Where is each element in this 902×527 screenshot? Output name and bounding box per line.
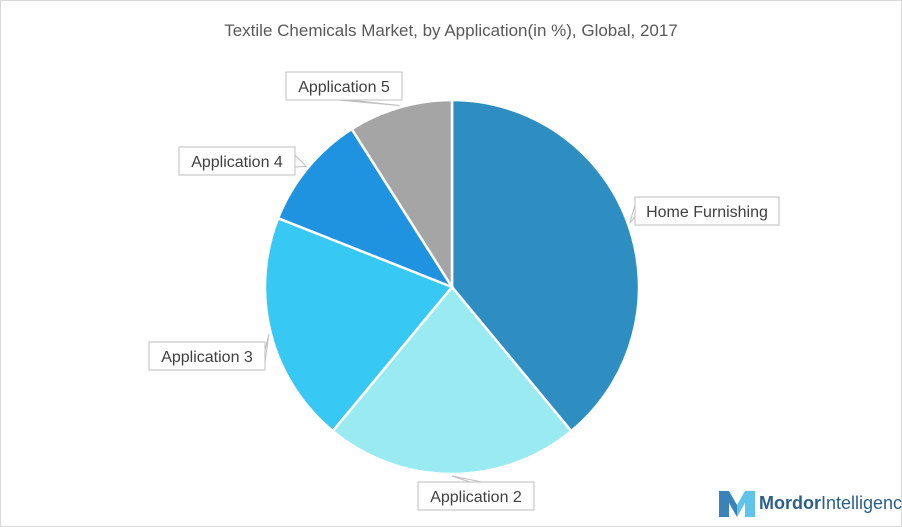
pie-callouts: Home Furnishing Application 2 Application … [148,71,780,511]
callout-leader [451,475,483,483]
chart-title: Textile Chemicals Market, by Application… [224,21,678,40]
slice-label: Home Furnishing [646,204,768,221]
callout-box [417,481,535,511]
brand-name-bold: Mordor [759,493,821,513]
callout-5: Application 5 [285,71,403,106]
pie-slice-2 [331,285,573,476]
callout-leader [294,154,308,168]
callout-1: Home Furnishing [629,196,780,226]
callout-leader [264,333,270,363]
callout-box [634,196,780,226]
callout-leader [337,99,400,106]
mordor-logo-icon [719,491,755,517]
slice-label: Application 4 [191,154,283,171]
callout-leader [629,204,636,224]
pie-slice-5 [350,98,454,292]
pie-slices [263,98,641,476]
slice-label: Application 2 [430,489,522,506]
callout-box [285,71,403,101]
pie-slice-4 [276,127,456,290]
callout-box [178,146,296,176]
slice-label: Application 3 [161,349,253,366]
brand-name-light: Intelligence [821,493,902,513]
brand-wordmark: MordorIntelligence [759,493,902,514]
callout-3: Application 3 [148,333,270,371]
callout-4: Application 4 [178,146,308,176]
callout-2: Application 2 [417,475,535,511]
slice-label: Application 5 [298,79,390,96]
pie-slice-1 [450,98,641,433]
callout-box [148,341,266,371]
pie-slice-3 [263,216,455,433]
